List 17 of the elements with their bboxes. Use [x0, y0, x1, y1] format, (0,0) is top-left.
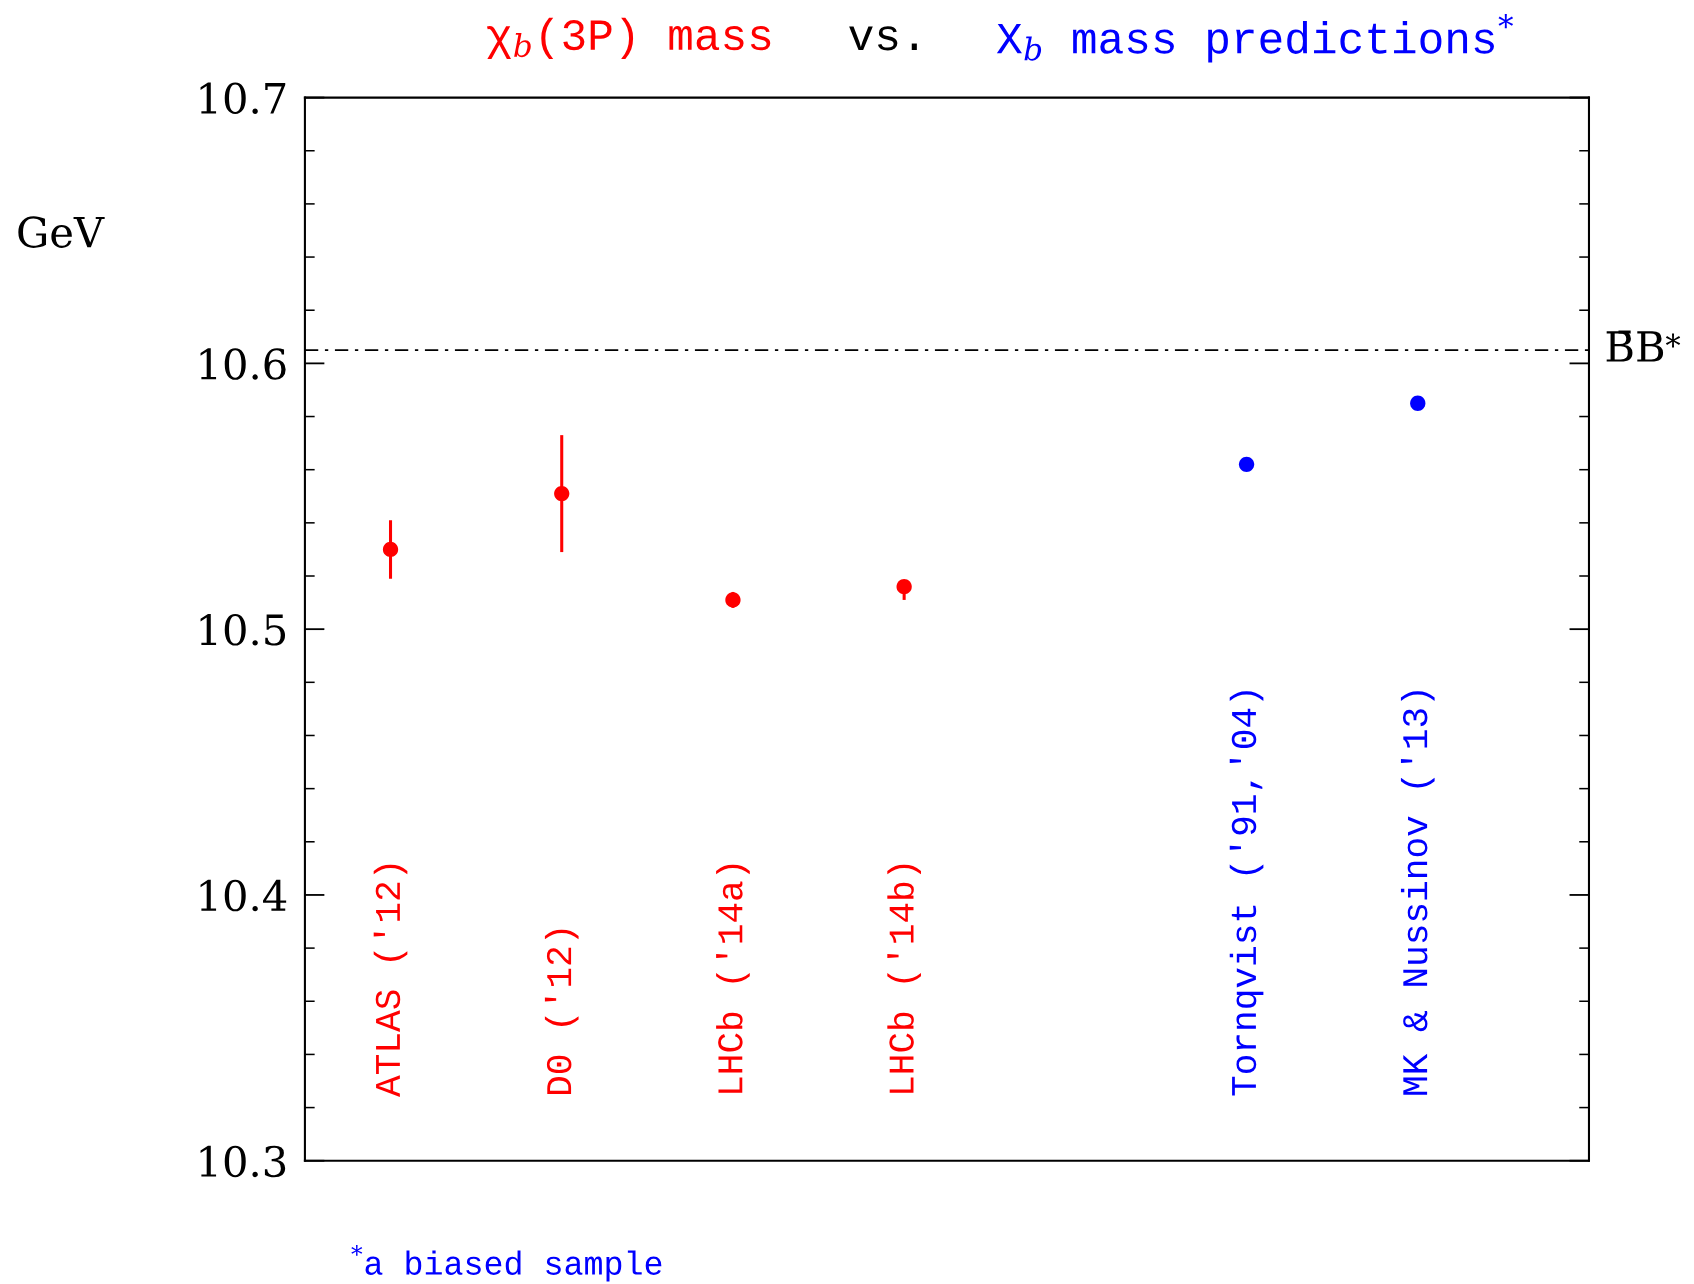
y-tick-label: 10.4	[200, 879, 287, 912]
y-axis-title: GeV	[18, 216, 105, 248]
y-tick-label: 10.3	[200, 1145, 286, 1178]
y-tick-label: 10.5	[200, 614, 286, 646]
x-tick-label: LHCb ('14b)	[887, 864, 921, 1093]
y-tick-label: 10.6	[200, 348, 286, 380]
text: X$_{b}$ mass predictions$^{*}$	[996, 14, 1514, 63]
text: χ$_{b}$(3P) mass	[486, 17, 771, 60]
x-tick-label: ATLAS ('12)	[373, 864, 408, 1097]
x-tick-label: MK & Nussinov ('13)	[1400, 691, 1435, 1095]
y-tick-label: 10.7	[200, 82, 286, 115]
chart-title: vs.	[849, 26, 917, 51]
text: $^{*}$a biased sample	[351, 1245, 662, 1282]
x-tick-label: Tornqvist ('91,'04)	[1229, 691, 1264, 1096]
ref-line-label: B̄B*	[1606, 330, 1681, 362]
x-tick-label: D0 ('12)	[544, 929, 579, 1095]
x-tick-label: LHCb ('14a)	[716, 864, 750, 1093]
